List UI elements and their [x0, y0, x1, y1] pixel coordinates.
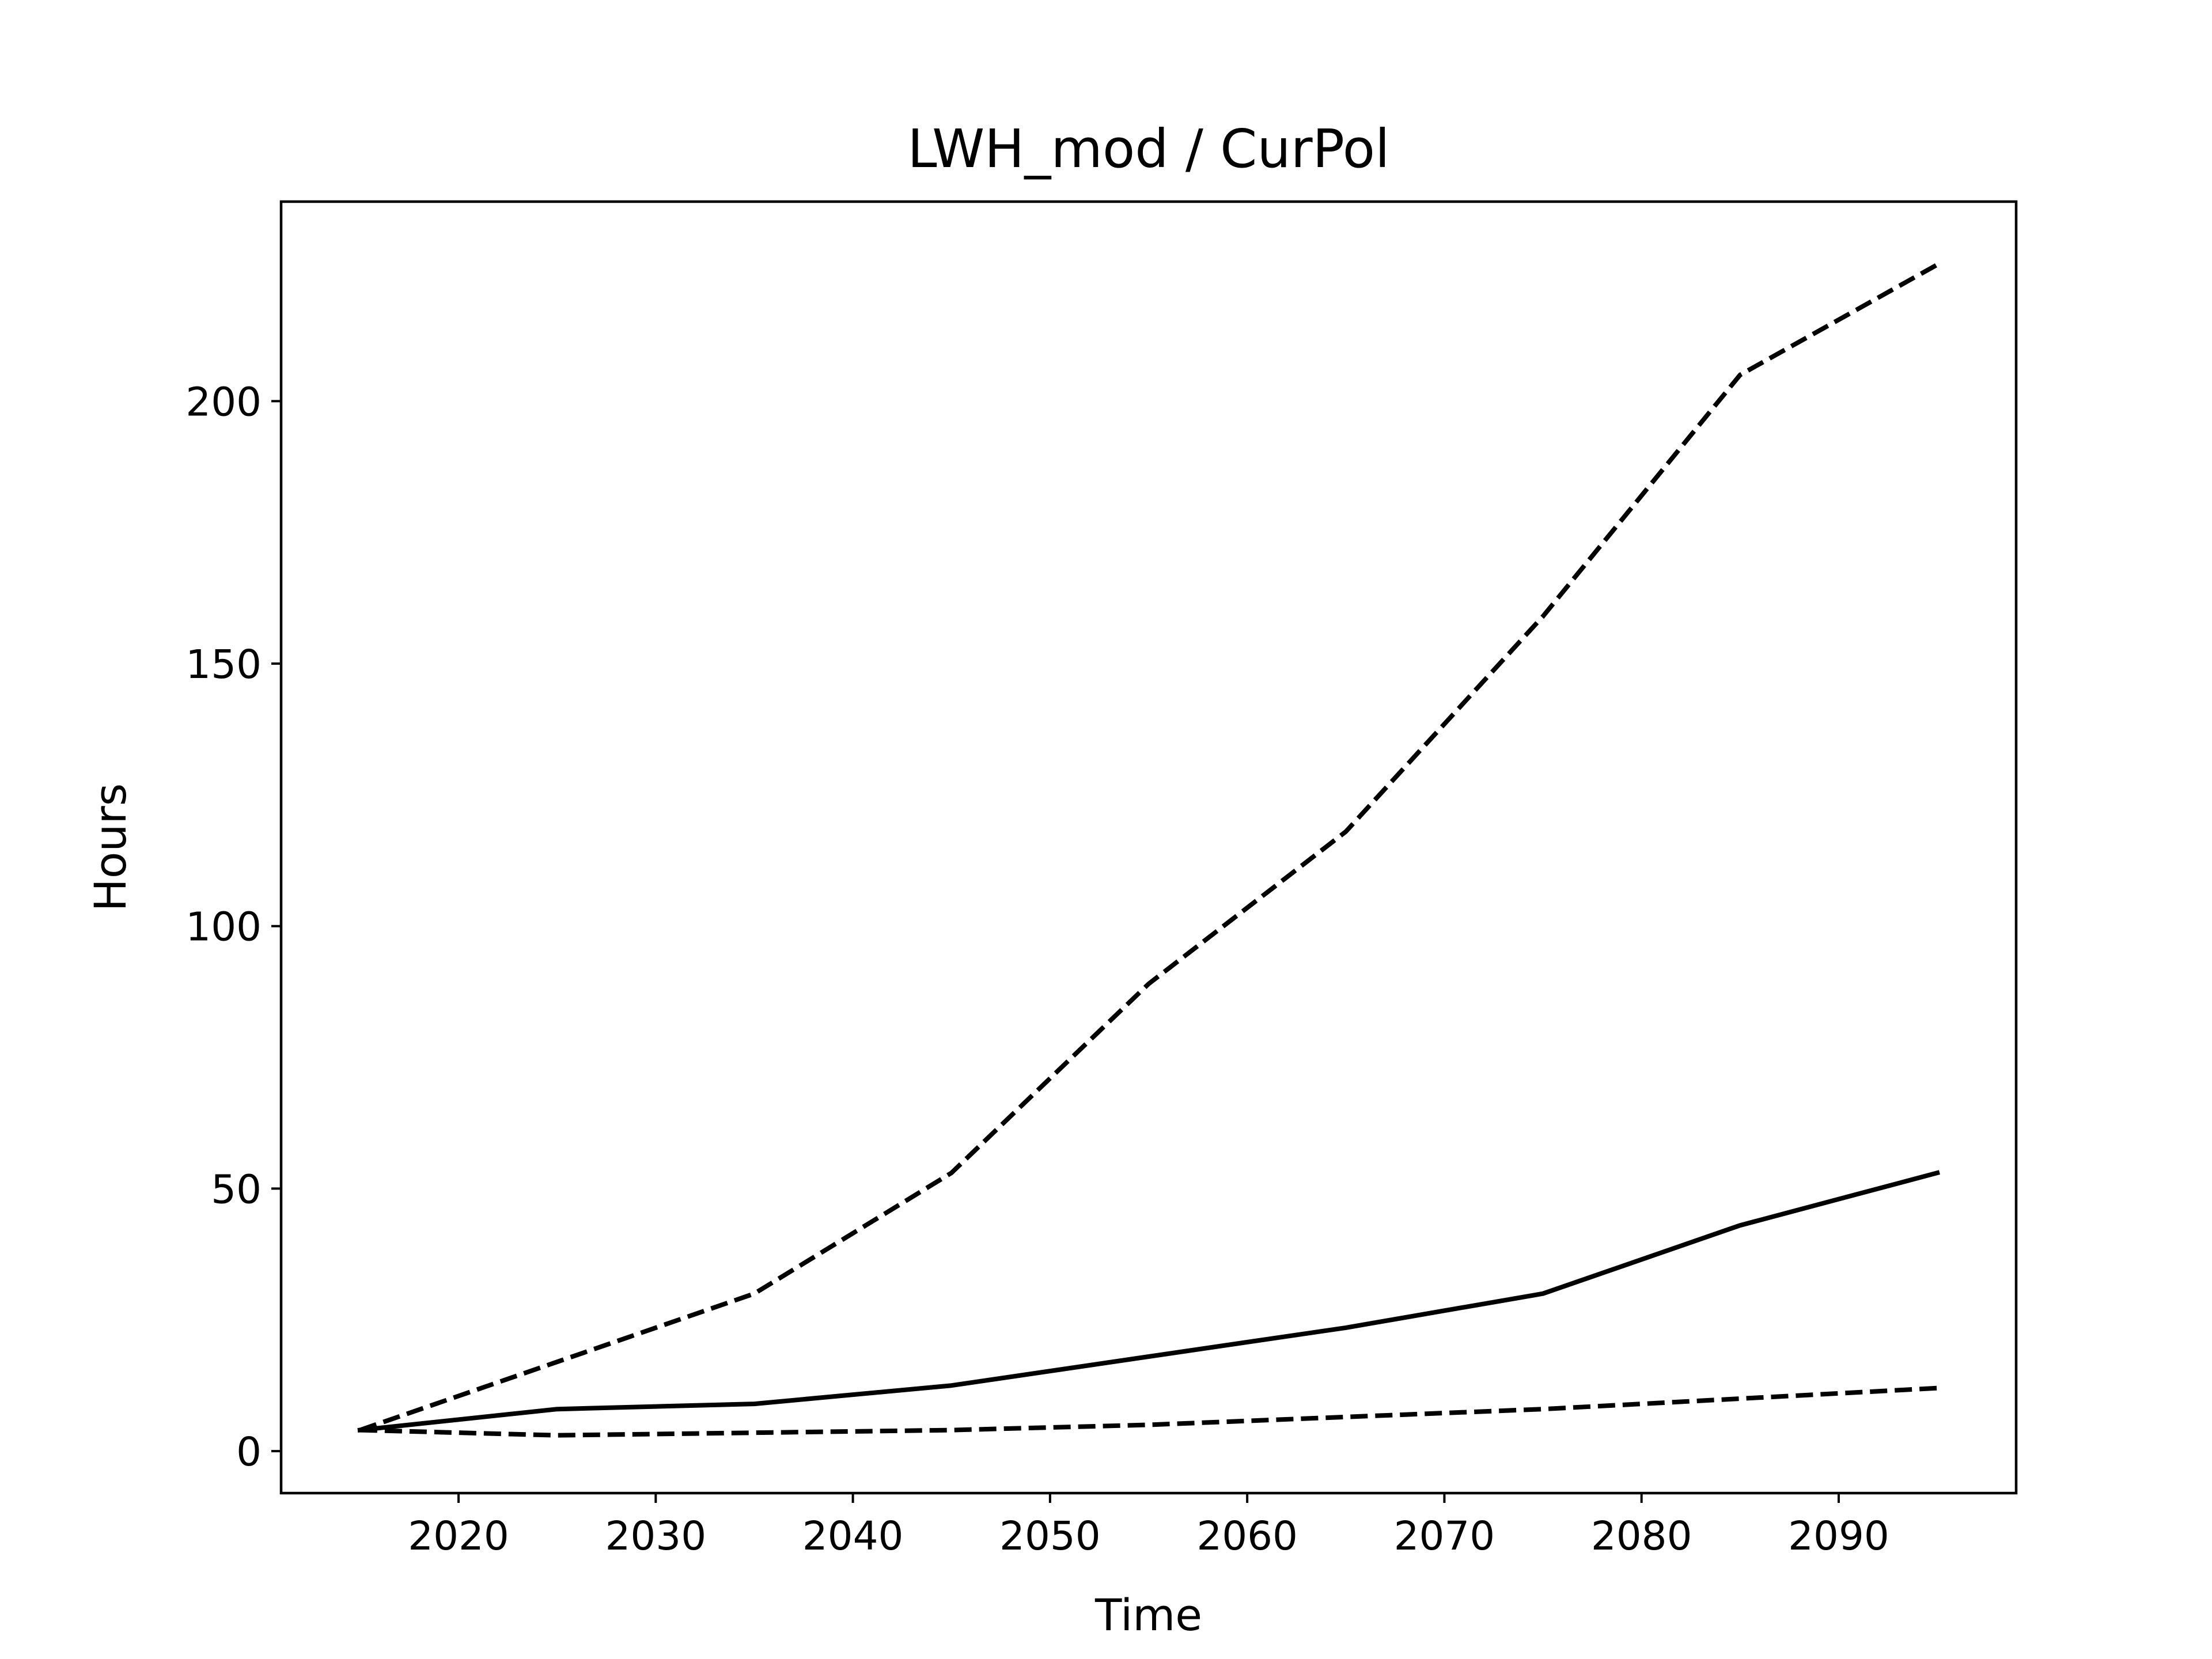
plot-frame: [279, 200, 2018, 1495]
x-tick-label: 2020: [408, 1513, 509, 1559]
y-tick-label: 0: [236, 1429, 262, 1475]
y-tick-label: 100: [185, 904, 262, 950]
x-tick-label: 2060: [1196, 1513, 1298, 1559]
x-tick-label: 2030: [605, 1513, 707, 1559]
x-tick-label: 2040: [802, 1513, 904, 1559]
y-tick-label: 150: [185, 642, 262, 688]
y-axis-ticks: 0 50 100 150 200: [185, 379, 281, 1475]
y-axis-label: Hours: [85, 783, 136, 912]
x-tick-label: 2070: [1394, 1513, 1495, 1559]
x-axis-ticks: 2020 2030 2040 2050 2060 2070 2080 2090: [408, 1493, 1889, 1559]
series-line-1-dashed: [359, 262, 1939, 1433]
chart-title: LWH_mod / CurPol: [907, 118, 1389, 180]
series-line-2-solid: [357, 1170, 1940, 1433]
series-layer: [357, 262, 1940, 1438]
x-tick-label: 2050: [999, 1513, 1101, 1559]
x-tick-label: 2090: [1788, 1513, 1889, 1559]
x-axis-label: Time: [1094, 1589, 1202, 1641]
x-tick-label: 2080: [1591, 1513, 1692, 1559]
y-tick-label: 200: [185, 379, 262, 425]
y-tick-label: 50: [211, 1166, 262, 1213]
series-line-3-dashed: [359, 1385, 1938, 1438]
